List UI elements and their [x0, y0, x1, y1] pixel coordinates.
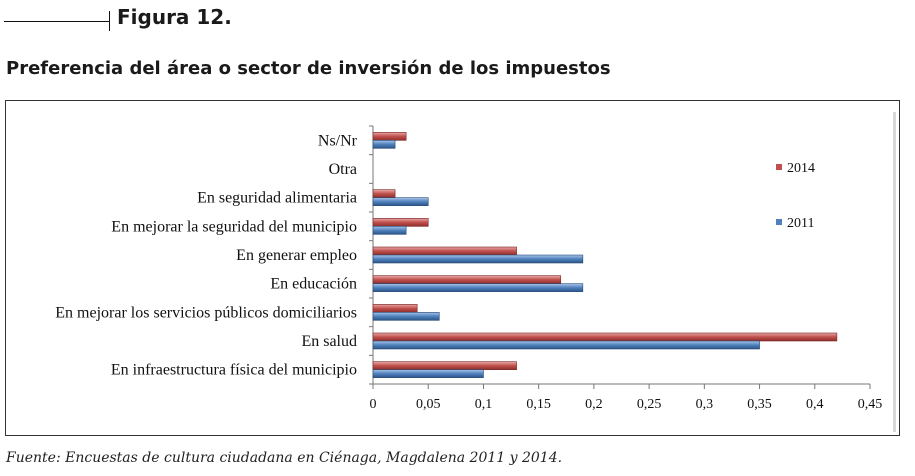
legend-label-2014: 2014	[787, 161, 815, 176]
bar-2014-5	[372, 246, 517, 256]
bar-2011-7	[372, 312, 440, 321]
chart-title: Preferencia del área o sector de inversi…	[6, 58, 611, 79]
bar-2014-3	[372, 189, 396, 198]
category-label: En educación	[270, 276, 357, 293]
value-tick-label: 0,4	[806, 397, 824, 412]
bar-2011-6	[372, 283, 584, 292]
category-label: Otra	[329, 161, 357, 178]
legend-swatch-2014	[776, 164, 782, 170]
bar-2011-3	[372, 197, 429, 206]
value-tick-label: 0	[370, 397, 377, 412]
bar-2014-1	[372, 132, 407, 141]
category-label: Ns/Nr	[318, 132, 358, 149]
chart-legend: 2014 2011	[776, 161, 815, 231]
chart-frame	[5, 100, 900, 436]
legend-swatch-2011	[776, 219, 782, 225]
bar-2014-6	[372, 275, 562, 284]
category-label: En salud	[301, 333, 357, 350]
chart-bars	[372, 132, 838, 378]
value-tick-label: 0,05	[416, 397, 441, 412]
value-tick-label: 0,15	[526, 397, 551, 412]
value-tick-label: 0,3	[696, 397, 714, 412]
category-label: En mejorar los servicios públicos domici…	[55, 304, 357, 321]
chart-frame-shadow	[893, 112, 896, 432]
figure-rule-line	[4, 21, 110, 22]
figure-source: Fuente: Encuestas de cultura ciudadana e…	[6, 450, 563, 466]
chart-labels: 0 0,05 0,1 0,15 0,2 0,25 0,3 0,35 0,4 0,45 Ns/Nr Ot…	[55, 132, 882, 412]
category-label: En mejorar la seguridad del municipio	[111, 218, 357, 235]
figure-label: Figura 12.	[117, 5, 232, 29]
value-tick-label: 0,35	[747, 397, 772, 412]
category-label: En infraestructura física del municipio	[111, 362, 357, 379]
figure-rule-tick	[109, 11, 110, 31]
value-tick-label: 0,45	[858, 397, 883, 412]
bar-2011-9	[372, 369, 484, 378]
bar-2014-8	[372, 332, 838, 342]
bar-2014-4	[372, 218, 429, 227]
value-tick-label: 0,25	[637, 397, 662, 412]
value-tick-label: 0,1	[475, 397, 493, 412]
category-label: En generar empleo	[236, 247, 357, 264]
category-label: En seguridad alimentaria	[197, 190, 357, 207]
bar-2014-9	[372, 361, 517, 370]
legend-label-2011: 2011	[787, 216, 814, 231]
bar-2011-5	[372, 254, 584, 264]
bar-2011-1	[372, 140, 396, 149]
value-tick-label: 0,2	[585, 397, 603, 412]
bar-2014-7	[372, 304, 418, 313]
bar-2011-8	[372, 340, 760, 350]
bar-2011-4	[372, 226, 407, 235]
